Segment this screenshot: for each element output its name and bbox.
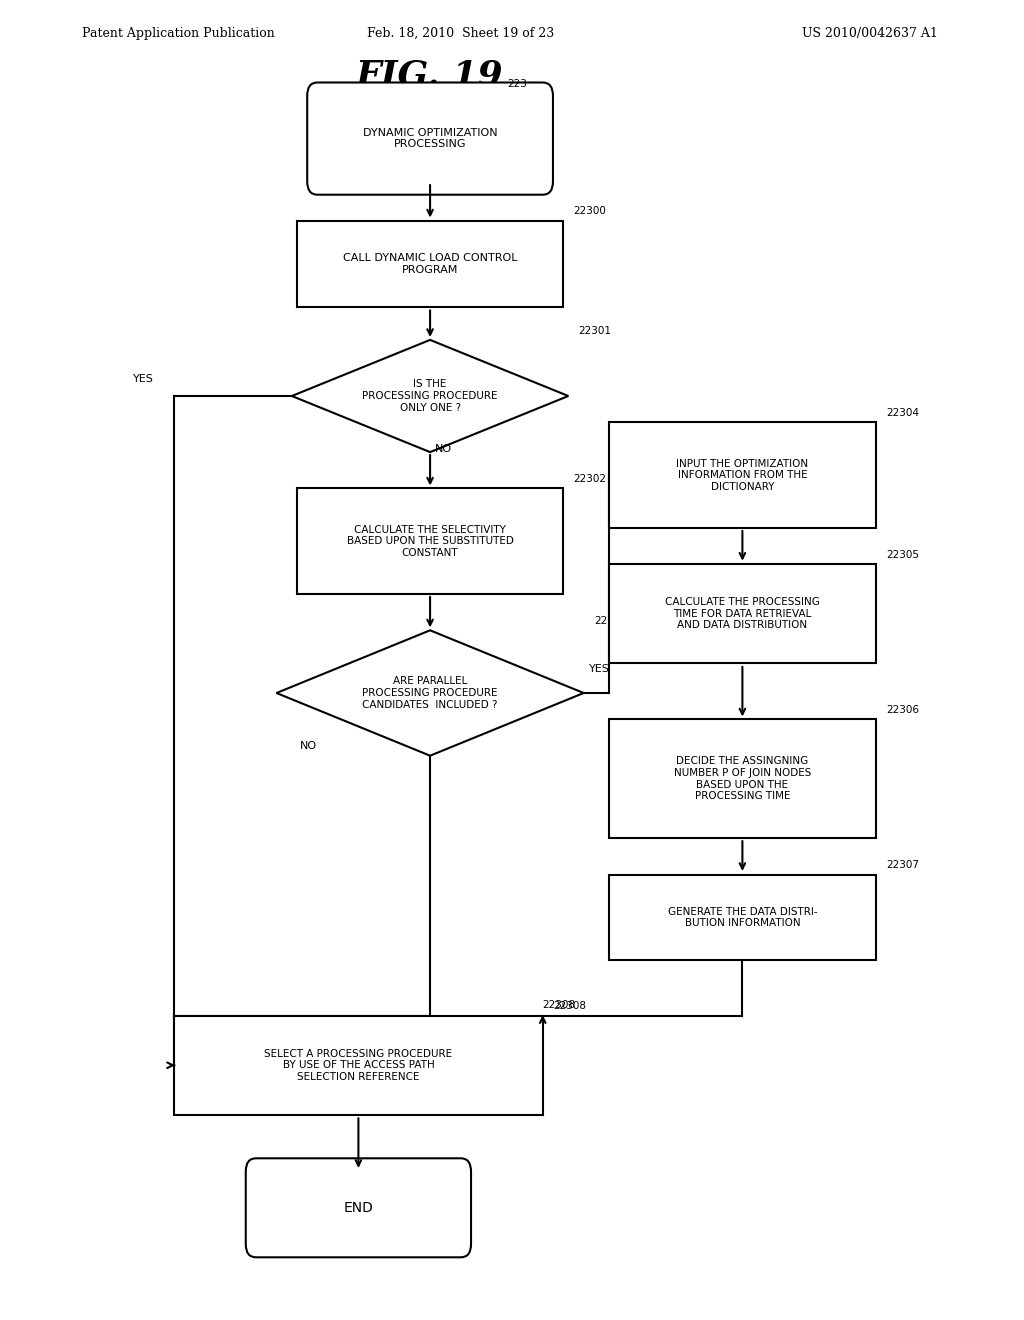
- Text: GENERATE THE DATA DISTRI-
BUTION INFORMATION: GENERATE THE DATA DISTRI- BUTION INFORMA…: [668, 907, 817, 928]
- Text: US 2010/0042637 A1: US 2010/0042637 A1: [803, 26, 938, 40]
- Text: 223: 223: [507, 79, 526, 88]
- Text: CALCULATE THE PROCESSING
TIME FOR DATA RETRIEVAL
AND DATA DISTRIBUTION: CALCULATE THE PROCESSING TIME FOR DATA R…: [665, 597, 820, 631]
- Text: ARE PARALLEL
PROCESSING PROCEDURE
CANDIDATES  INCLUDED ?: ARE PARALLEL PROCESSING PROCEDURE CANDID…: [362, 676, 498, 710]
- Text: Patent Application Publication: Patent Application Publication: [82, 26, 274, 40]
- Text: 22308: 22308: [553, 1001, 586, 1011]
- FancyBboxPatch shape: [246, 1159, 471, 1257]
- Text: 22307: 22307: [886, 859, 919, 870]
- Bar: [174, 1016, 543, 1114]
- Text: NO: NO: [435, 444, 453, 454]
- Text: END: END: [343, 1201, 374, 1214]
- Text: SELECT A PROCESSING PROCEDURE
BY USE OF THE ACCESS PATH
SELECTION REFERENCE: SELECT A PROCESSING PROCEDURE BY USE OF …: [264, 1048, 453, 1082]
- Polygon shape: [292, 341, 568, 451]
- Text: NO: NO: [300, 741, 317, 751]
- Text: 22308: 22308: [543, 999, 575, 1010]
- Polygon shape: [276, 631, 584, 755]
- Bar: [297, 220, 563, 306]
- Text: 22303: 22303: [594, 616, 627, 627]
- Text: Feb. 18, 2010  Sheet 19 of 23: Feb. 18, 2010 Sheet 19 of 23: [368, 26, 554, 40]
- Bar: [297, 488, 563, 594]
- FancyBboxPatch shape: [307, 82, 553, 195]
- Text: YES: YES: [589, 664, 609, 675]
- Bar: [609, 875, 876, 961]
- Text: 22306: 22306: [886, 705, 919, 715]
- Text: 22304: 22304: [886, 408, 919, 418]
- Text: YES: YES: [133, 374, 154, 384]
- Text: IS THE
PROCESSING PROCEDURE
ONLY ONE ?: IS THE PROCESSING PROCEDURE ONLY ONE ?: [362, 379, 498, 413]
- Text: 22301: 22301: [579, 326, 611, 337]
- Text: FIG. 19: FIG. 19: [356, 58, 504, 92]
- Text: CALL DYNAMIC LOAD CONTROL
PROGRAM: CALL DYNAMIC LOAD CONTROL PROGRAM: [343, 253, 517, 275]
- Text: CALCULATE THE SELECTIVITY
BASED UPON THE SUBSTITUTED
CONSTANT: CALCULATE THE SELECTIVITY BASED UPON THE…: [347, 524, 513, 558]
- Text: 22300: 22300: [573, 206, 606, 216]
- Text: DYNAMIC OPTIMIZATION
PROCESSING: DYNAMIC OPTIMIZATION PROCESSING: [362, 128, 498, 149]
- Text: 22305: 22305: [886, 549, 919, 560]
- Text: DECIDE THE ASSINGNING
NUMBER P OF JOIN NODES
BASED UPON THE
PROCESSING TIME: DECIDE THE ASSINGNING NUMBER P OF JOIN N…: [674, 756, 811, 801]
- Text: 22302: 22302: [573, 474, 606, 484]
- Bar: [609, 565, 876, 663]
- Text: INPUT THE OPTIMIZATION
INFORMATION FROM THE
DICTIONARY: INPUT THE OPTIMIZATION INFORMATION FROM …: [676, 458, 809, 492]
- Bar: [609, 719, 876, 838]
- Bar: [609, 422, 876, 528]
